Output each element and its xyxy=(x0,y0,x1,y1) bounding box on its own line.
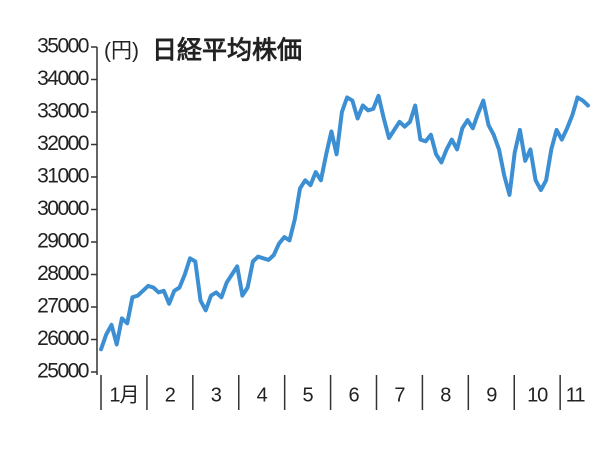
y-tick-label: 25000 xyxy=(37,360,89,383)
y-tick-label: 28000 xyxy=(37,262,89,285)
x-tick-label: 4 xyxy=(257,384,268,406)
x-tick-label: 10 xyxy=(527,384,548,406)
x-tick-label: 8 xyxy=(440,384,451,406)
y-tick-label: 35000 xyxy=(37,35,89,58)
x-tick-label: 5 xyxy=(303,384,314,406)
x-tick-label: 3 xyxy=(211,384,222,406)
y-tick-label: 34000 xyxy=(37,67,89,90)
price-line xyxy=(99,93,590,352)
y-tick-label: 27000 xyxy=(37,295,89,318)
y-tick-label: 32000 xyxy=(37,132,89,155)
unit-label: (円) xyxy=(104,40,139,63)
x-tick-label: 1月 xyxy=(109,384,138,406)
x-tick-label: 2 xyxy=(165,384,176,406)
chart-title: 日経平均株価 xyxy=(152,36,302,65)
x-tick-label: 6 xyxy=(348,384,359,406)
y-tick-label: 29000 xyxy=(37,230,89,253)
x-tick-label: 7 xyxy=(394,384,405,406)
x-tick-label: 9 xyxy=(486,384,497,406)
y-tick-label: 30000 xyxy=(37,197,89,220)
y-tick-label: 33000 xyxy=(37,100,89,123)
y-tick-label: 26000 xyxy=(37,327,89,350)
y-tick-label: 31000 xyxy=(37,165,89,188)
x-tick-label: 11 xyxy=(566,384,586,406)
